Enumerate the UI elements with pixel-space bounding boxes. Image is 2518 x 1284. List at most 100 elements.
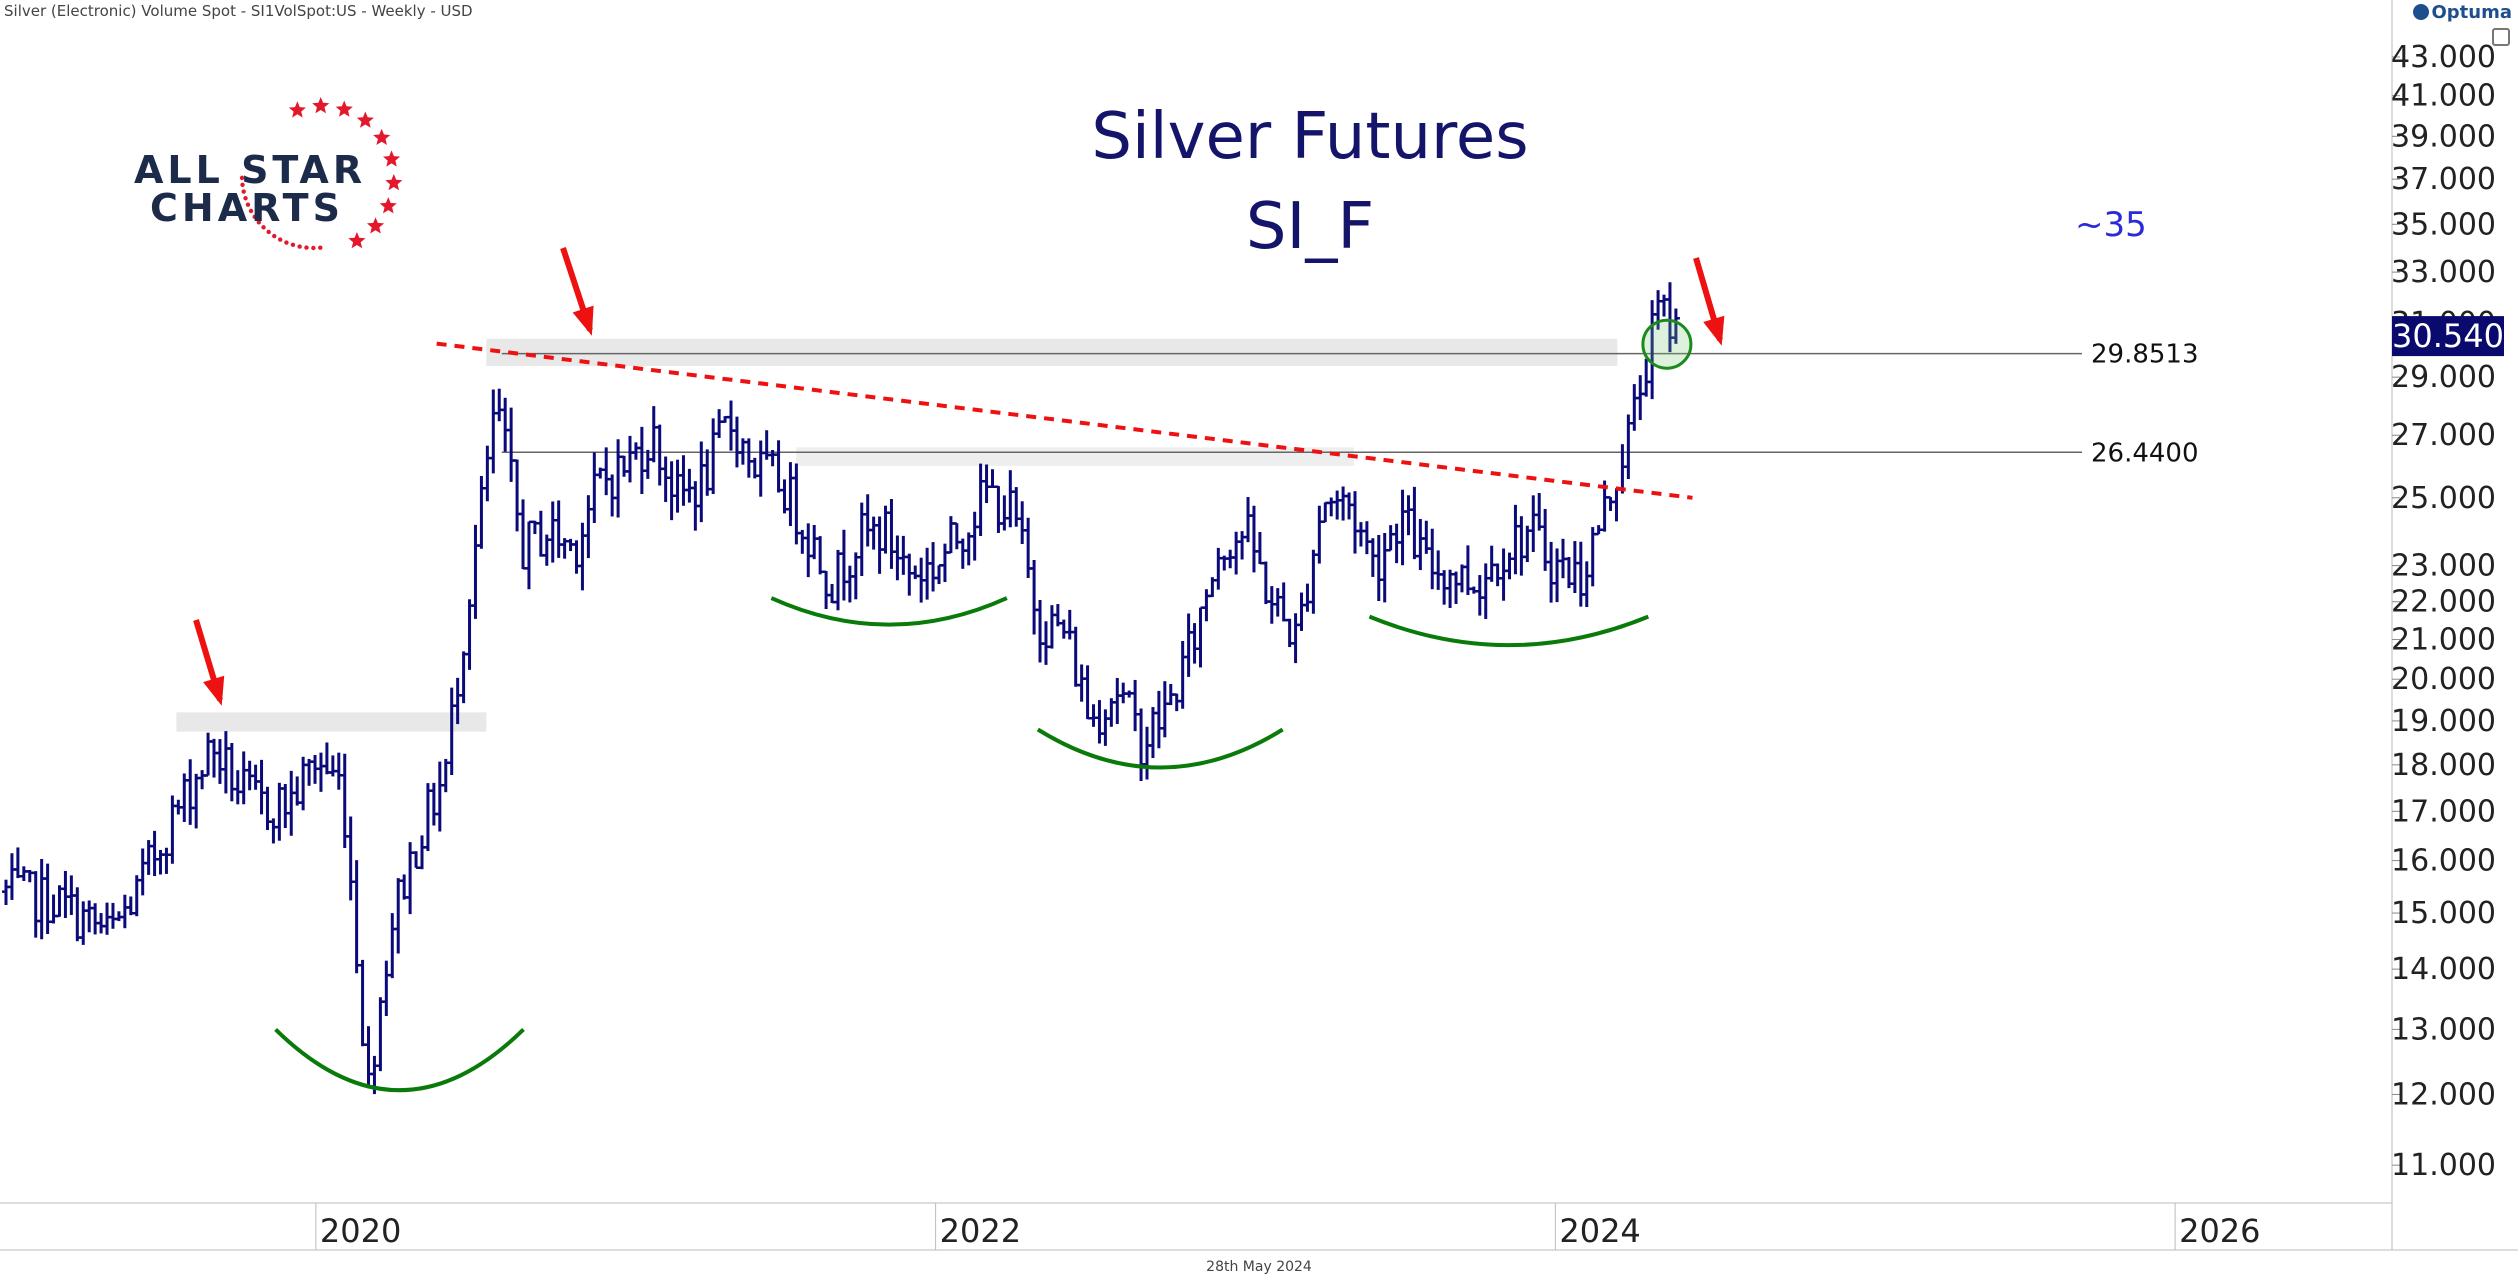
price-bar	[388, 913, 397, 979]
price-bar	[138, 848, 147, 896]
base-arc-2022	[1036, 727, 1284, 770]
footer-date: 28th May 2024	[1206, 1259, 1312, 1275]
price-bar	[293, 776, 302, 806]
price-bar	[1606, 496, 1615, 511]
price-bar	[103, 902, 112, 935]
price-bar	[1547, 541, 1556, 603]
arrow-head	[203, 675, 225, 706]
price-bar	[322, 742, 331, 775]
price-bar	[602, 447, 611, 496]
price-bar	[637, 426, 646, 494]
price-bar	[744, 438, 753, 478]
y-tick-label: 39.000	[2391, 119, 2496, 154]
breakout-circle	[1641, 318, 1693, 370]
price-bar	[679, 455, 688, 506]
lock-icon[interactable]	[2492, 28, 2510, 46]
y-tick-label: 29.000	[2391, 360, 2496, 395]
price-bar	[1362, 521, 1371, 555]
price-bar	[1238, 531, 1247, 560]
price-bar	[584, 495, 593, 559]
price-bar	[364, 1026, 373, 1089]
price-bar	[239, 751, 248, 805]
price-bar	[429, 782, 438, 826]
price-bar	[851, 552, 860, 600]
price-bar	[358, 959, 367, 1047]
price-bar	[2, 879, 10, 905]
price-bar	[198, 770, 207, 790]
logo-star-icon	[379, 197, 397, 214]
y-tick-label: 27.000	[2391, 418, 2496, 453]
y-tick-label: 35.000	[2391, 207, 2496, 242]
price-bar	[1244, 497, 1253, 543]
price-bar	[608, 474, 617, 517]
logo-dot-icon	[256, 220, 262, 225]
price-bar	[1410, 486, 1419, 560]
price-bar	[471, 524, 480, 619]
price-bar	[1339, 486, 1348, 521]
y-tick-label: 37.000	[2391, 162, 2496, 197]
price-bar	[1101, 709, 1110, 746]
price-bar	[655, 424, 664, 486]
price-bar	[649, 406, 658, 463]
y-tick-label: 12.000	[2391, 1077, 2496, 1112]
price-bar	[667, 461, 676, 521]
optuma-logo-icon	[2413, 4, 2430, 20]
zone-upper	[486, 338, 1618, 367]
price-bar	[400, 874, 409, 900]
arrow-2019	[193, 619, 225, 706]
price-bar	[1457, 564, 1466, 593]
price-bar	[1059, 619, 1068, 639]
price-bar	[935, 564, 944, 585]
price-bar	[73, 887, 82, 942]
price-bar	[305, 758, 314, 786]
zone-lower	[176, 712, 487, 732]
price-bar	[1553, 548, 1562, 603]
price-bar	[1529, 495, 1538, 552]
price-bar	[1113, 677, 1122, 725]
logo-dot-icon	[304, 245, 309, 250]
price-bar	[1636, 375, 1645, 421]
price-bar	[976, 463, 985, 536]
logo-dot-icon	[239, 175, 245, 181]
price-bar	[1356, 522, 1365, 547]
price-bar	[376, 997, 385, 1072]
price-bar	[1018, 501, 1027, 544]
y-tick-label: 17.000	[2391, 794, 2496, 829]
price-bar	[31, 871, 40, 938]
price-bar	[1202, 589, 1211, 622]
optuma-brand[interactable]: Optuma	[2413, 2, 2512, 23]
price-bar	[643, 449, 652, 479]
logo-dot-icon	[245, 202, 251, 207]
logo-star-icon	[385, 174, 403, 191]
price-bar	[435, 761, 444, 832]
price-bar	[495, 388, 504, 422]
logo-dot-icon	[318, 245, 323, 250]
price-bar	[257, 759, 266, 815]
price-bar	[572, 540, 581, 574]
y-tick-label: 41.000	[2391, 79, 2496, 114]
price-bar	[774, 440, 783, 493]
price-bar	[727, 400, 736, 451]
price-bar	[1160, 681, 1169, 738]
price-bar	[697, 441, 706, 523]
price-bar	[192, 773, 201, 829]
price-bar	[162, 847, 171, 874]
price-bar	[1012, 487, 1021, 527]
y-tick-label: 18.000	[2391, 748, 2496, 783]
price-bar	[929, 542, 938, 592]
price-bar	[7, 853, 16, 900]
price-bar	[994, 485, 1003, 533]
price-bar	[1463, 545, 1472, 595]
price-bar	[1041, 621, 1050, 665]
logo-star-icon	[373, 128, 391, 145]
price-bar	[61, 870, 70, 918]
price-bar	[798, 529, 807, 554]
price-bar	[1273, 588, 1282, 617]
price-bar	[459, 651, 468, 704]
price-bar	[37, 859, 46, 940]
price-bar	[233, 770, 242, 805]
price-bar	[816, 536, 825, 575]
logo-line2: CHARTS	[150, 186, 344, 230]
y-tick-label: 15.000	[2391, 896, 2496, 931]
brand-name: Optuma	[2431, 2, 2512, 23]
